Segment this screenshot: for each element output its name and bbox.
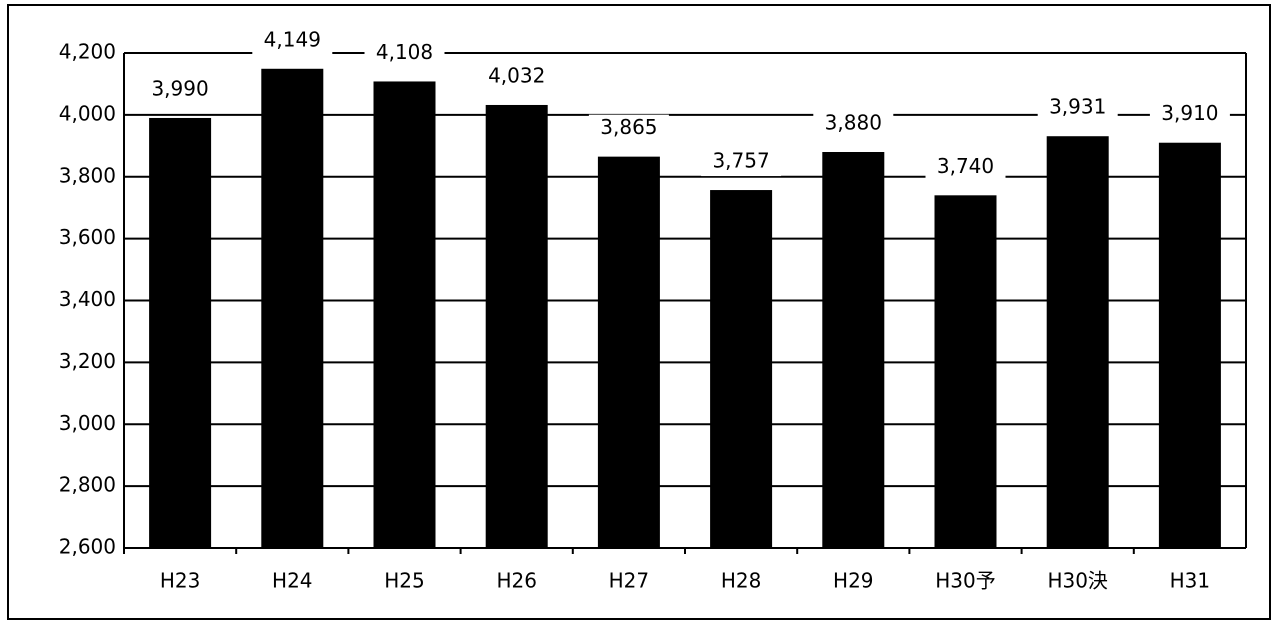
bar [934,195,997,548]
y-tick-label: 3,400 [59,287,116,311]
bar [1158,142,1221,548]
y-tick-label: 3,800 [59,163,116,187]
y-tick-label: 2,800 [59,473,116,497]
x-tick-label: H30予 [935,569,996,593]
y-tick-label: 4,000 [59,101,116,125]
y-tick-label: 2,600 [59,535,116,559]
value-label: 3,757 [712,149,769,173]
value-label: 3,910 [1161,101,1218,125]
bar [597,156,660,548]
value-label-bg [1149,100,1230,129]
value-label: 4,108 [376,40,433,64]
value-label-bg [1037,94,1118,123]
bar [1046,136,1109,549]
value-label: 3,880 [825,111,882,135]
value-label: 3,740 [937,154,994,178]
value-label-bg [813,110,894,138]
value-label: 3,990 [151,76,208,100]
bar [485,104,548,548]
value-label-bg [588,114,669,143]
bar [710,190,773,548]
bar [373,81,436,549]
y-tick-label: 3,200 [59,349,116,373]
y-tick-label: 4,200 [59,40,116,64]
value-label-bg [364,39,445,68]
x-tick-label: H29 [833,569,874,593]
value-label: 3,931 [1049,95,1106,119]
value-label-bg [701,148,782,177]
x-tick-label: H28 [721,569,762,593]
bar [149,117,212,548]
x-tick-label: H24 [272,569,313,593]
value-label: 4,149 [264,27,321,51]
y-tick-label: 3,000 [59,411,116,435]
x-tick-label: H25 [384,569,425,593]
value-label: 4,032 [488,63,545,87]
bar [261,68,324,548]
y-tick-label: 3,600 [59,225,116,249]
value-label-bg [140,75,221,104]
value-label-bg [476,62,557,91]
x-tick-label: H31 [1170,569,1211,593]
x-tick-label: H27 [609,569,650,593]
value-label-bg [252,26,333,55]
x-tick-label: H26 [496,569,537,593]
value-label-bg [925,153,1006,182]
x-tick-label: H23 [160,569,201,593]
value-label: 3,865 [600,115,657,139]
bar [822,152,885,548]
x-tick-label: H30決 [1047,569,1108,593]
